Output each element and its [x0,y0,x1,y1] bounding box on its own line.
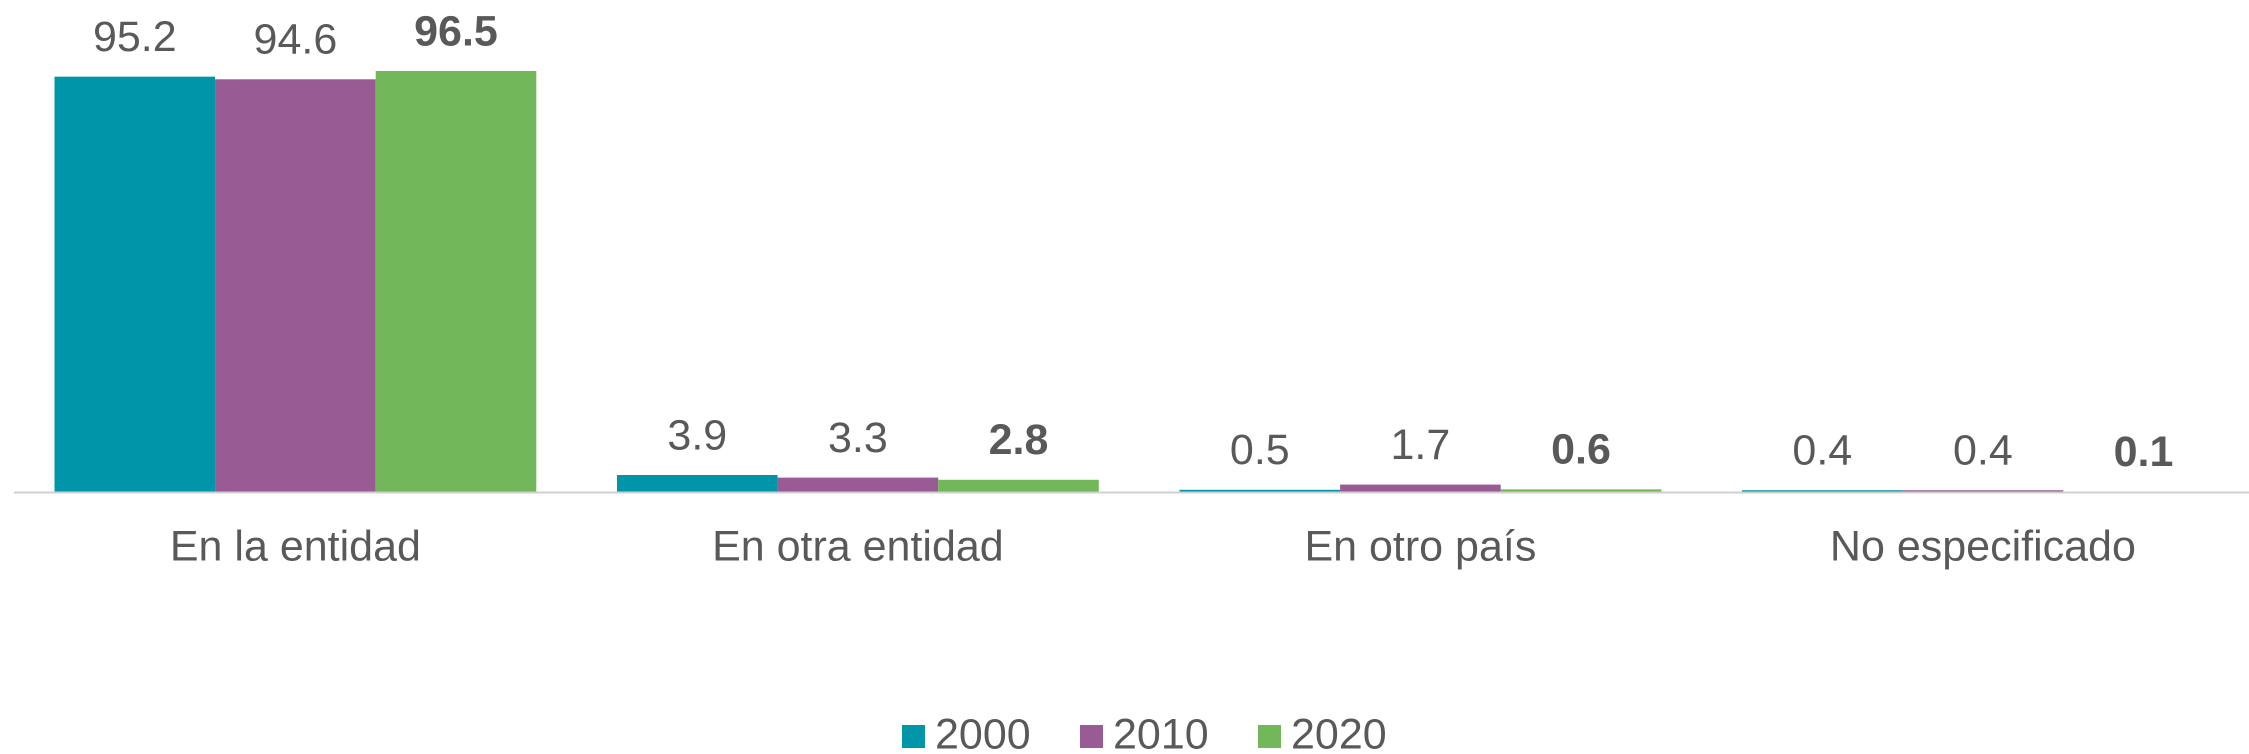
bar [1179,489,1341,492]
bar [54,76,216,492]
legend-swatch [1080,725,1103,748]
data-label: 3.3 [828,414,888,462]
bar [1500,489,1662,492]
legend-label: 2020 [1291,710,1387,754]
bar [1340,484,1501,492]
data-label: 95.2 [93,13,177,61]
x-tick-label: En otra entidad [712,522,1004,570]
bar [1742,490,1903,492]
legend-swatch [902,725,925,748]
data-label: 0.4 [1953,427,2013,475]
data-label: 0.4 [1792,427,1852,475]
legend-label: 2000 [935,710,1031,754]
legend-swatch [1258,725,1281,748]
data-label: 3.9 [667,411,727,459]
x-tick-label: En la entidad [170,522,421,570]
data-label: 0.5 [1230,426,1290,474]
bar [938,479,1099,492]
bar [215,79,376,492]
data-label: 1.7 [1391,421,1451,469]
bar [375,71,537,492]
data-label: 2.8 [989,416,1049,464]
x-tick-label: En otro país [1304,522,1536,570]
data-label: 94.6 [254,16,338,64]
bar [617,474,778,492]
bar [777,477,939,492]
x-tick-label: No especificado [1830,522,2136,570]
bar [1902,490,2064,492]
data-label: 0.6 [1551,426,1611,474]
data-label: 0.1 [2114,428,2174,476]
data-label: 96.5 [414,7,498,55]
legend-label: 2010 [1113,710,1209,754]
